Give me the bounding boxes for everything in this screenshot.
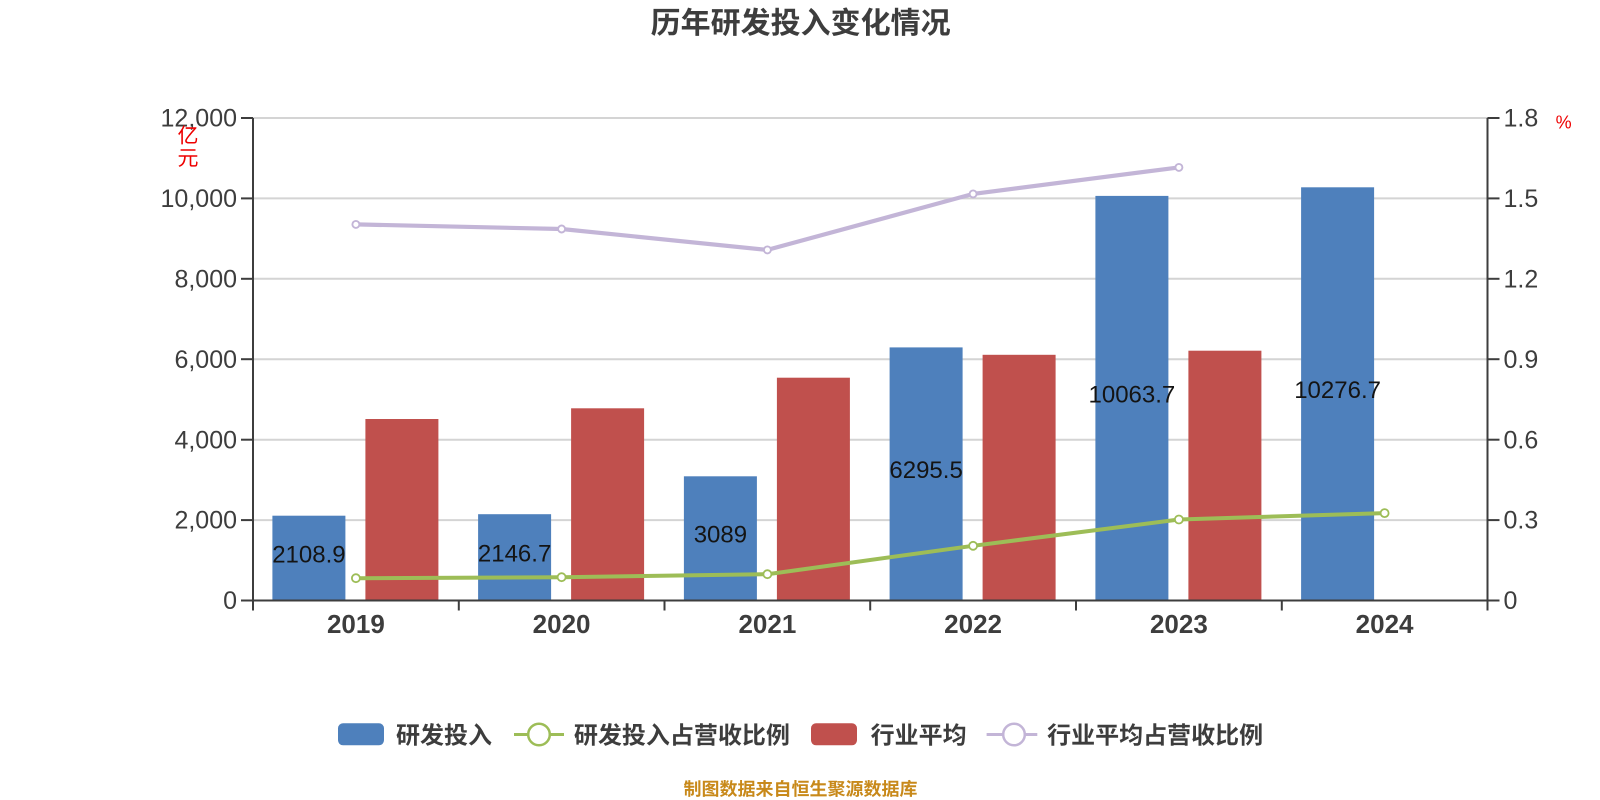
svg-text:12,000: 12,000: [161, 105, 237, 133]
svg-text:1.2: 1.2: [1504, 265, 1539, 293]
svg-text:2146.7: 2146.7: [478, 541, 551, 568]
svg-text:8,000: 8,000: [174, 265, 237, 293]
svg-text:3089: 3089: [694, 522, 747, 549]
svg-text:0.9: 0.9: [1504, 346, 1539, 374]
svg-text:2023: 2023: [1150, 609, 1208, 639]
svg-text:2,000: 2,000: [174, 507, 237, 535]
svg-text:6,000: 6,000: [174, 346, 237, 374]
svg-text:2022: 2022: [944, 609, 1002, 639]
svg-text:0.6: 0.6: [1504, 426, 1539, 454]
svg-text:10,000: 10,000: [161, 185, 237, 213]
svg-text:6295.5: 6295.5: [889, 457, 962, 484]
svg-text:0: 0: [1504, 587, 1518, 615]
svg-text:2108.9: 2108.9: [272, 541, 345, 568]
svg-text:10063.7: 10063.7: [1089, 381, 1176, 408]
svg-text:0: 0: [223, 587, 237, 615]
svg-text:4,000: 4,000: [174, 426, 237, 454]
svg-text:2020: 2020: [533, 609, 591, 639]
svg-text:10276.7: 10276.7: [1294, 377, 1381, 404]
svg-text:1.8: 1.8: [1504, 105, 1539, 133]
svg-text:2024: 2024: [1356, 609, 1414, 639]
svg-text:2019: 2019: [327, 609, 385, 639]
svg-text:1.5: 1.5: [1504, 185, 1539, 213]
svg-text:0.3: 0.3: [1504, 507, 1539, 535]
svg-text:2021: 2021: [738, 609, 796, 639]
svg-text:%: %: [1556, 113, 1572, 133]
